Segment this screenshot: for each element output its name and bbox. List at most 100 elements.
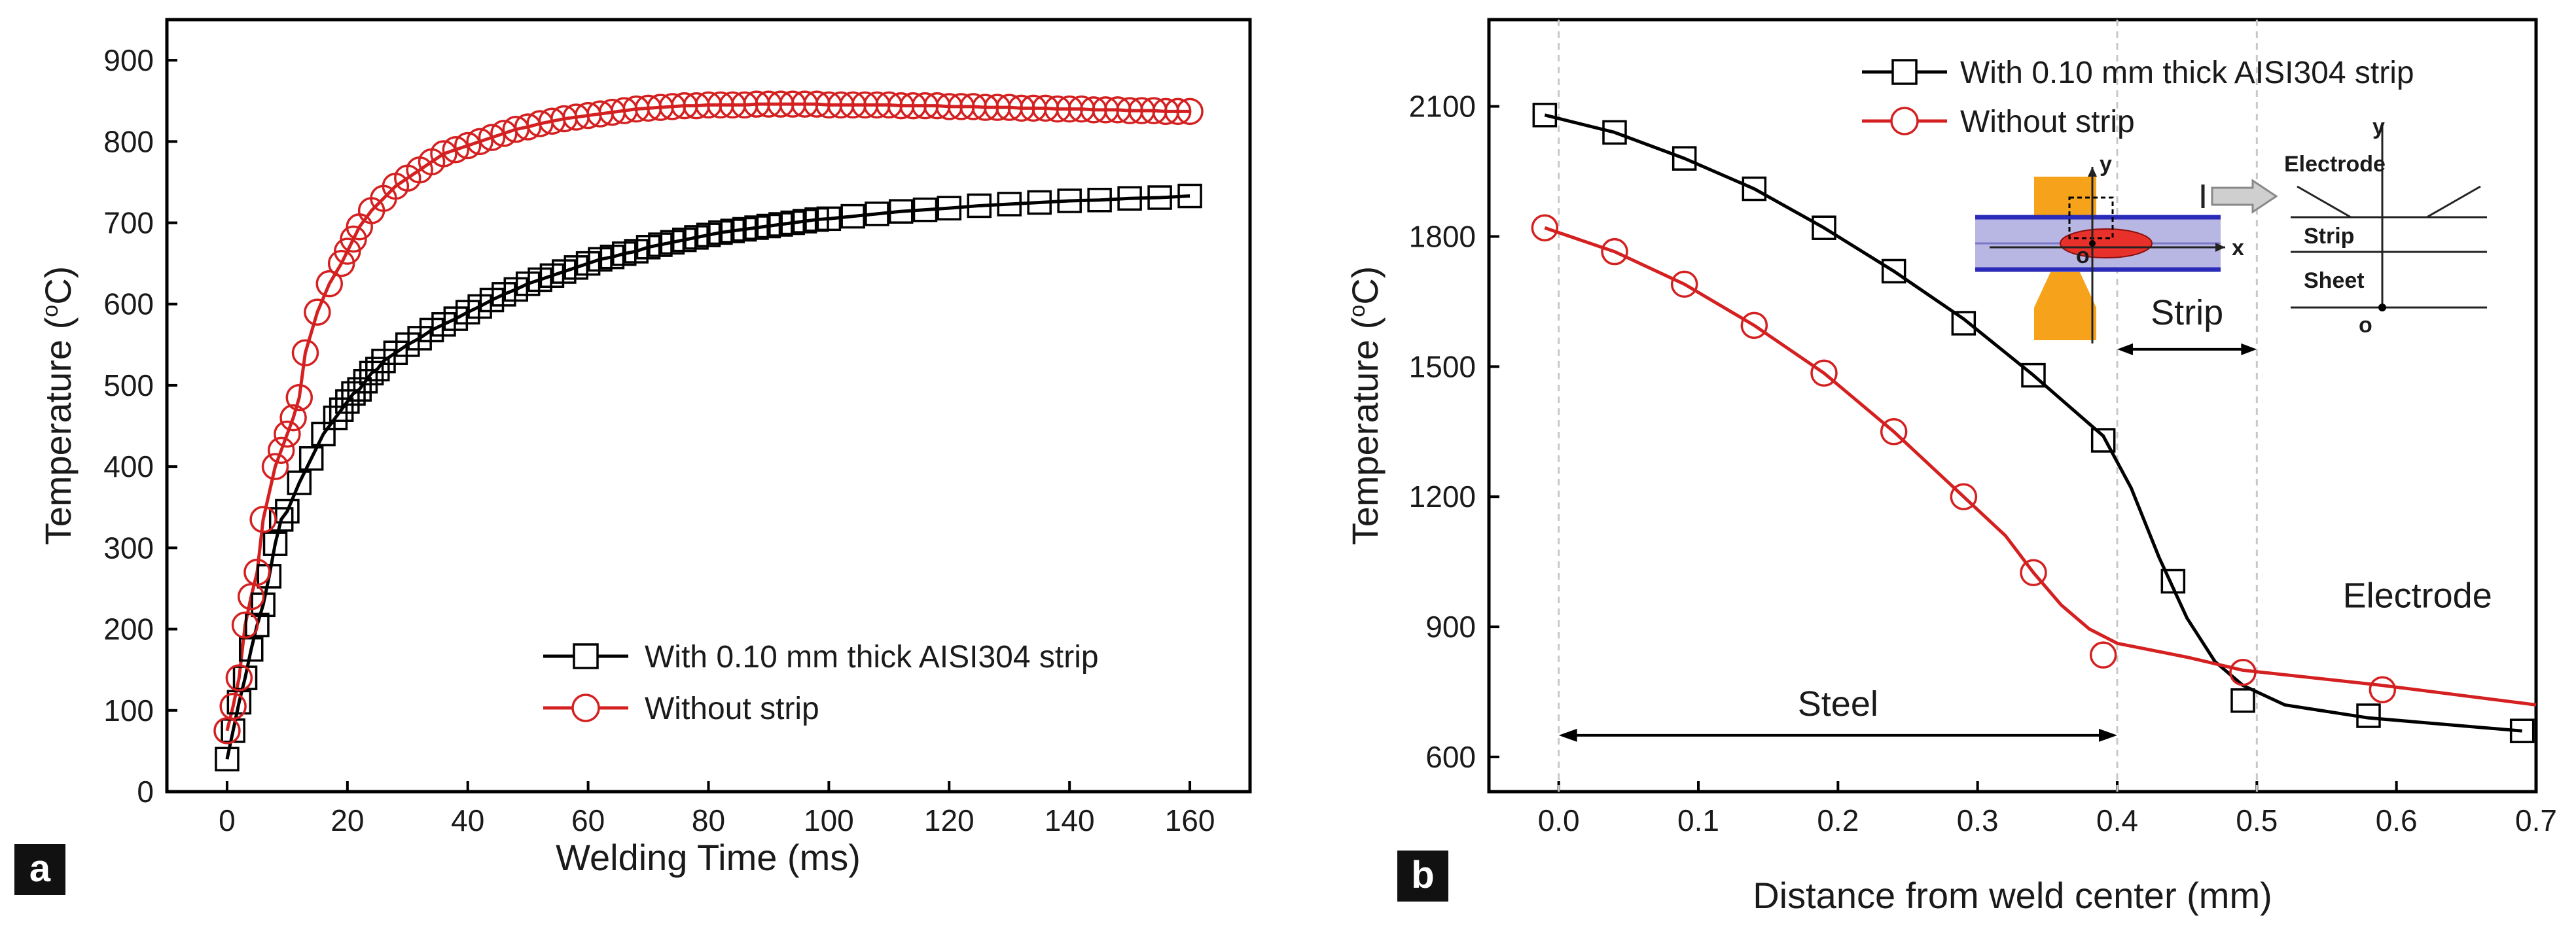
inset-detail-y-label: y xyxy=(2372,114,2385,139)
a-series-1-point xyxy=(231,611,259,639)
inset-electrode-bottom xyxy=(2034,272,2096,340)
b-guide-lines xyxy=(1558,20,2258,792)
b-y-tick-label: 1200 xyxy=(1409,480,1476,514)
inset-detail-electrode-right xyxy=(2426,185,2481,219)
inset-detail-electrode-left xyxy=(2297,185,2352,219)
a-y-tick-label: 500 xyxy=(103,368,154,402)
strip-arrow-head-left xyxy=(2117,343,2133,355)
b-x-tick-label: 0.6 xyxy=(2376,803,2418,837)
a-y-tick-label: 900 xyxy=(103,43,154,77)
b-series-0-point xyxy=(1881,258,1906,284)
b-annotations: Steel Strip Electrode xyxy=(1558,293,2492,742)
a-x-tick-label: 20 xyxy=(331,803,364,837)
a-series-0-point xyxy=(238,637,264,662)
inset-detail-origin xyxy=(2378,304,2386,311)
a-series-0-point xyxy=(1177,183,1202,209)
inset-detail-sheet-label: Sheet xyxy=(2304,268,2365,293)
a-series-1-point xyxy=(291,339,319,367)
b-series-1-line xyxy=(1544,226,2537,707)
a-axes: 0 20 40 60 80 100 120 140 160 0 100 200 300 400 500 600… xyxy=(103,43,1215,837)
inset-x-arrow xyxy=(2215,243,2225,252)
a-series-0-point xyxy=(912,197,938,222)
a-series-0-point xyxy=(888,199,914,224)
inset-detail-strip-label: Strip xyxy=(2304,224,2354,249)
a-series-0-point xyxy=(816,206,842,232)
a-series-0-line xyxy=(225,194,1190,760)
a-series-1-point xyxy=(340,225,367,253)
b-series-0-point xyxy=(1672,146,1697,171)
a-series-0-point xyxy=(1027,190,1052,215)
inset-zoomed-detail: y Electrode Strip Sheet o xyxy=(2284,114,2487,338)
inset-detail-o-label: o xyxy=(2359,313,2372,338)
a-series-0-point xyxy=(840,203,865,229)
a-y-axis-label: Temperature (oC) xyxy=(37,266,79,546)
a-series-1-point xyxy=(225,664,253,692)
a-series-0-point xyxy=(1147,185,1172,210)
a-series-1-point xyxy=(304,298,331,326)
a-y-tick-label: 300 xyxy=(103,531,154,565)
inset-origin-dot xyxy=(2089,240,2096,247)
b-x-tick-label: 0.3 xyxy=(1957,803,1999,837)
legend-b-marker-1 xyxy=(1890,107,1919,135)
b-x-tick-label: 0.4 xyxy=(2096,803,2138,837)
b-series-1-point xyxy=(1670,270,1698,298)
a-series-0-point xyxy=(1087,187,1112,213)
b-axes: 0.0 0.1 0.2 0.3 0.4 0.5 0.6 0.7 600 900 1200 1500 18… xyxy=(1409,90,2557,837)
inset-zoom-box xyxy=(2068,196,2114,239)
inset-y-arrow xyxy=(2088,167,2097,177)
legend-a: With 0.10 mm thick AISI304 strip Without… xyxy=(543,640,1099,726)
b-y-tick-label: 600 xyxy=(1425,740,1476,774)
a-x-tick-label: 160 xyxy=(1165,803,1215,837)
a-series-0-point xyxy=(865,202,889,226)
b-series-0-point xyxy=(1532,103,1558,128)
a-y-tick-label: 200 xyxy=(103,612,154,646)
a-series-1-point xyxy=(249,506,277,533)
a-x-axis-label: Welding Time (ms) xyxy=(556,837,861,878)
legend-a-label-0: With 0.10 mm thick AISI304 strip xyxy=(645,640,1099,675)
a-series-1-point xyxy=(430,140,457,167)
a-series-1-point xyxy=(1176,97,1204,126)
a-series-1-point xyxy=(274,420,301,448)
inset-electrode-top-taper xyxy=(2034,177,2096,213)
a-series-1-point xyxy=(1164,97,1192,126)
panel-label-b-box xyxy=(1397,851,1448,902)
legend-a-marker-0 xyxy=(573,643,599,669)
inset-x-label: x xyxy=(2232,236,2244,260)
b-series-1-point xyxy=(1601,237,1628,266)
steel-arrow-head-left xyxy=(1558,728,1577,742)
b-x-tick-label: 0.5 xyxy=(2236,803,2278,837)
b-series-0-point xyxy=(1602,120,1627,145)
b-series-1-point xyxy=(1810,359,1838,387)
b-y-axis-label: Temperature (oC) xyxy=(1344,266,1386,546)
plot-frame-b xyxy=(1487,18,2538,794)
a-series-0-point xyxy=(262,531,288,556)
a-series-1-point xyxy=(334,237,361,265)
b-series-0-line xyxy=(1544,113,2522,733)
a-x-tick-label: 0 xyxy=(219,803,236,837)
b-x-axis-label: Distance from weld center (mm) xyxy=(1753,875,2272,916)
b-x-tick-label: 0.7 xyxy=(2515,803,2557,837)
b-series-0-point xyxy=(2021,362,2046,388)
strip-arrow-head-right xyxy=(2241,343,2257,355)
b-series-1-point xyxy=(2089,641,2117,669)
inset-zoom-arrow xyxy=(2201,179,2278,214)
b-y-tick-label: 1500 xyxy=(1409,349,1476,383)
a-y-tick-label: 400 xyxy=(103,449,154,483)
b-series-1-point xyxy=(1531,214,1559,241)
a-x-tick-label: 140 xyxy=(1045,803,1095,837)
a-series-0-point xyxy=(937,196,962,220)
electrode-label: Electrode xyxy=(2343,576,2492,615)
a-series-1-point xyxy=(315,270,343,298)
panel-label-a-box xyxy=(14,844,65,895)
chart-b: 0.0 0.1 0.2 0.3 0.4 0.5 0.6 0.7 600 900 1200 1500 18… xyxy=(1344,18,2557,916)
a-series-0-point xyxy=(967,193,992,219)
a-y-tick-label: 100 xyxy=(103,694,154,728)
legend-b-label-1: Without strip xyxy=(1960,105,2135,139)
legend-b-marker-0 xyxy=(1891,59,1918,85)
b-y-tick-label: 900 xyxy=(1425,610,1476,644)
b-series-0-point xyxy=(1812,215,1836,240)
a-series-0-point xyxy=(997,192,1022,217)
strip-label: Strip xyxy=(2151,293,2223,332)
b-x-tick-label: 0.0 xyxy=(1538,803,1580,837)
